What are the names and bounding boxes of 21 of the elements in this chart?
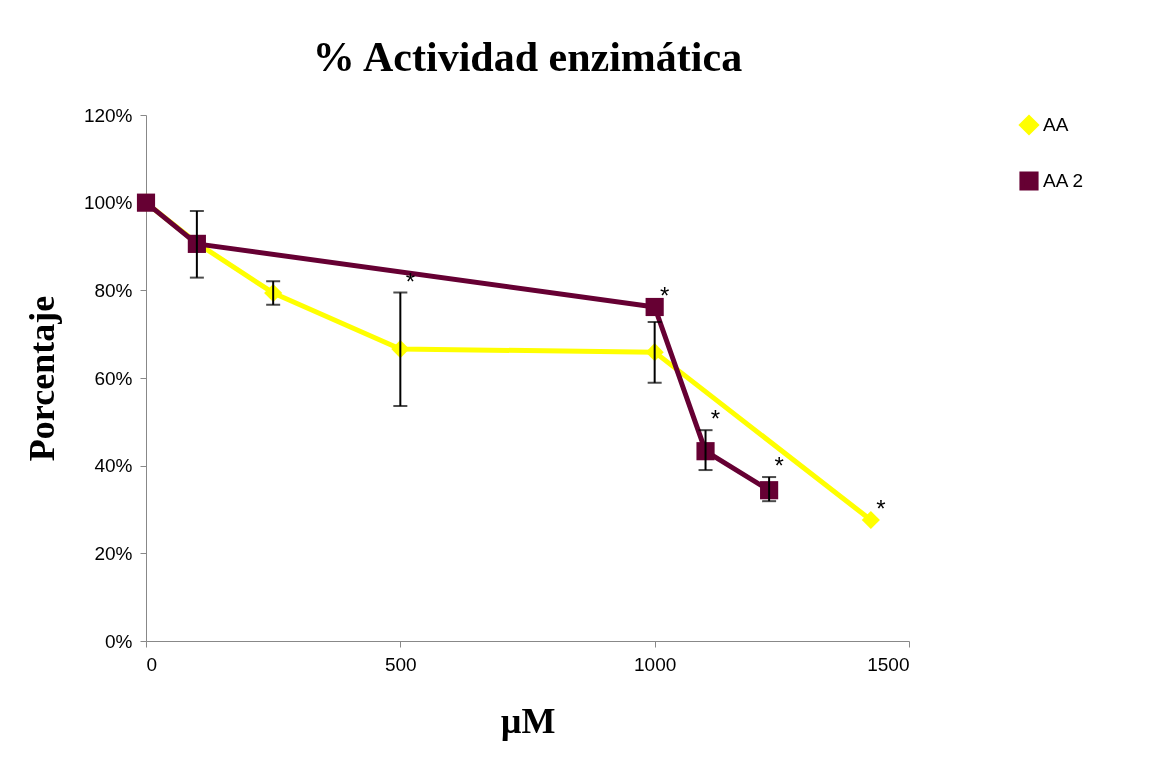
- x-axis-title: µM: [500, 700, 556, 741]
- y-tick-label: 0%: [105, 630, 133, 652]
- annotation: *: [659, 281, 670, 309]
- y-tick-label: 100%: [83, 192, 133, 214]
- y-tick-label: 20%: [94, 542, 133, 564]
- y-tick-label: 60%: [94, 367, 133, 389]
- y-axis-title: Porcentaje: [21, 295, 62, 462]
- annotation: *: [876, 495, 886, 523]
- x-tick-label: 0: [146, 653, 158, 675]
- x-tick-label: 500: [384, 653, 417, 675]
- annotation: *: [710, 405, 721, 433]
- legend-label: AA: [1043, 114, 1069, 135]
- y-tick-label: 80%: [94, 279, 133, 301]
- y-tick-label: 40%: [94, 455, 133, 477]
- chart-title: % Actividad enzimática: [312, 34, 743, 80]
- y-tick-label: 120%: [83, 104, 133, 126]
- legend-label: AA 2: [1043, 170, 1084, 191]
- annotation: *: [405, 267, 416, 295]
- annotation: *: [774, 452, 784, 480]
- x-tick-label: 1000: [634, 653, 677, 675]
- x-tick-label: 1500: [867, 653, 910, 675]
